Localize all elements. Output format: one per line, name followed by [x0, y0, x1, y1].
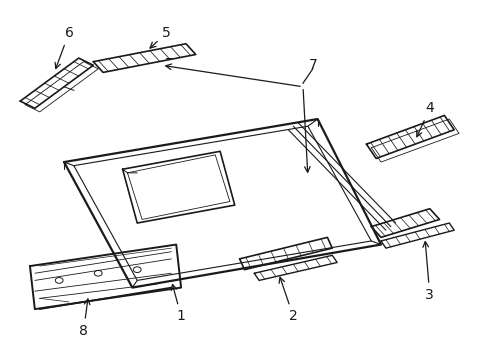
- Text: 6: 6: [55, 26, 73, 68]
- Text: 5: 5: [150, 26, 170, 48]
- Text: 8: 8: [79, 299, 90, 338]
- Text: 1: 1: [171, 284, 185, 323]
- Text: 2: 2: [279, 277, 297, 323]
- Text: 3: 3: [422, 242, 433, 302]
- Text: 7: 7: [308, 58, 317, 72]
- Text: 4: 4: [416, 101, 433, 137]
